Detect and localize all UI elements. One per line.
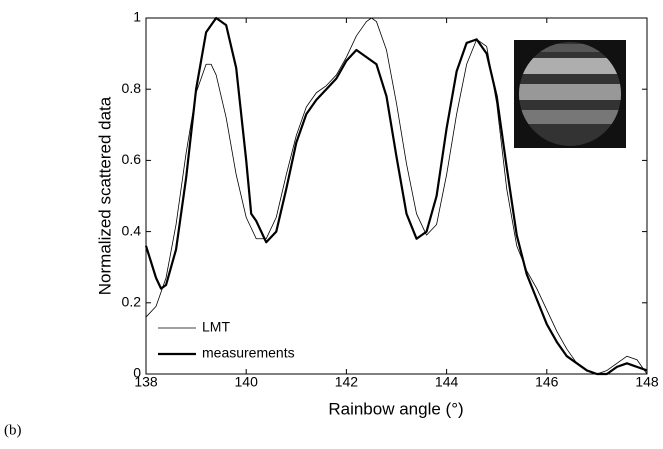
y-tick-label: 0.4 <box>122 222 142 238</box>
legend-label: measurements <box>202 345 295 361</box>
y-tick-label: 1 <box>133 9 141 25</box>
series-line <box>145 17 648 375</box>
panel-label: (b) <box>4 422 22 438</box>
x-axis-label: Rainbow angle (°) <box>328 399 463 418</box>
y-tick-label: 0.8 <box>122 80 142 96</box>
plot-frame <box>145 17 648 375</box>
y-axis-label: Normalized scattered data <box>95 96 114 295</box>
series-line <box>144 16 648 376</box>
y-tick-label: 0.6 <box>122 151 142 167</box>
y-tick-label: 0 <box>133 365 141 381</box>
legend-label: LMT <box>202 319 230 335</box>
x-tick-label: 142 <box>335 374 359 390</box>
x-tick-label: 146 <box>535 374 559 390</box>
x-tick-label: 148 <box>635 374 659 390</box>
x-tick-label: 144 <box>435 374 459 390</box>
y-tick-label: 0.2 <box>122 294 142 310</box>
x-tick-label: 140 <box>235 374 259 390</box>
x-tick-label: 138 <box>134 374 158 390</box>
inset-image <box>514 40 626 148</box>
